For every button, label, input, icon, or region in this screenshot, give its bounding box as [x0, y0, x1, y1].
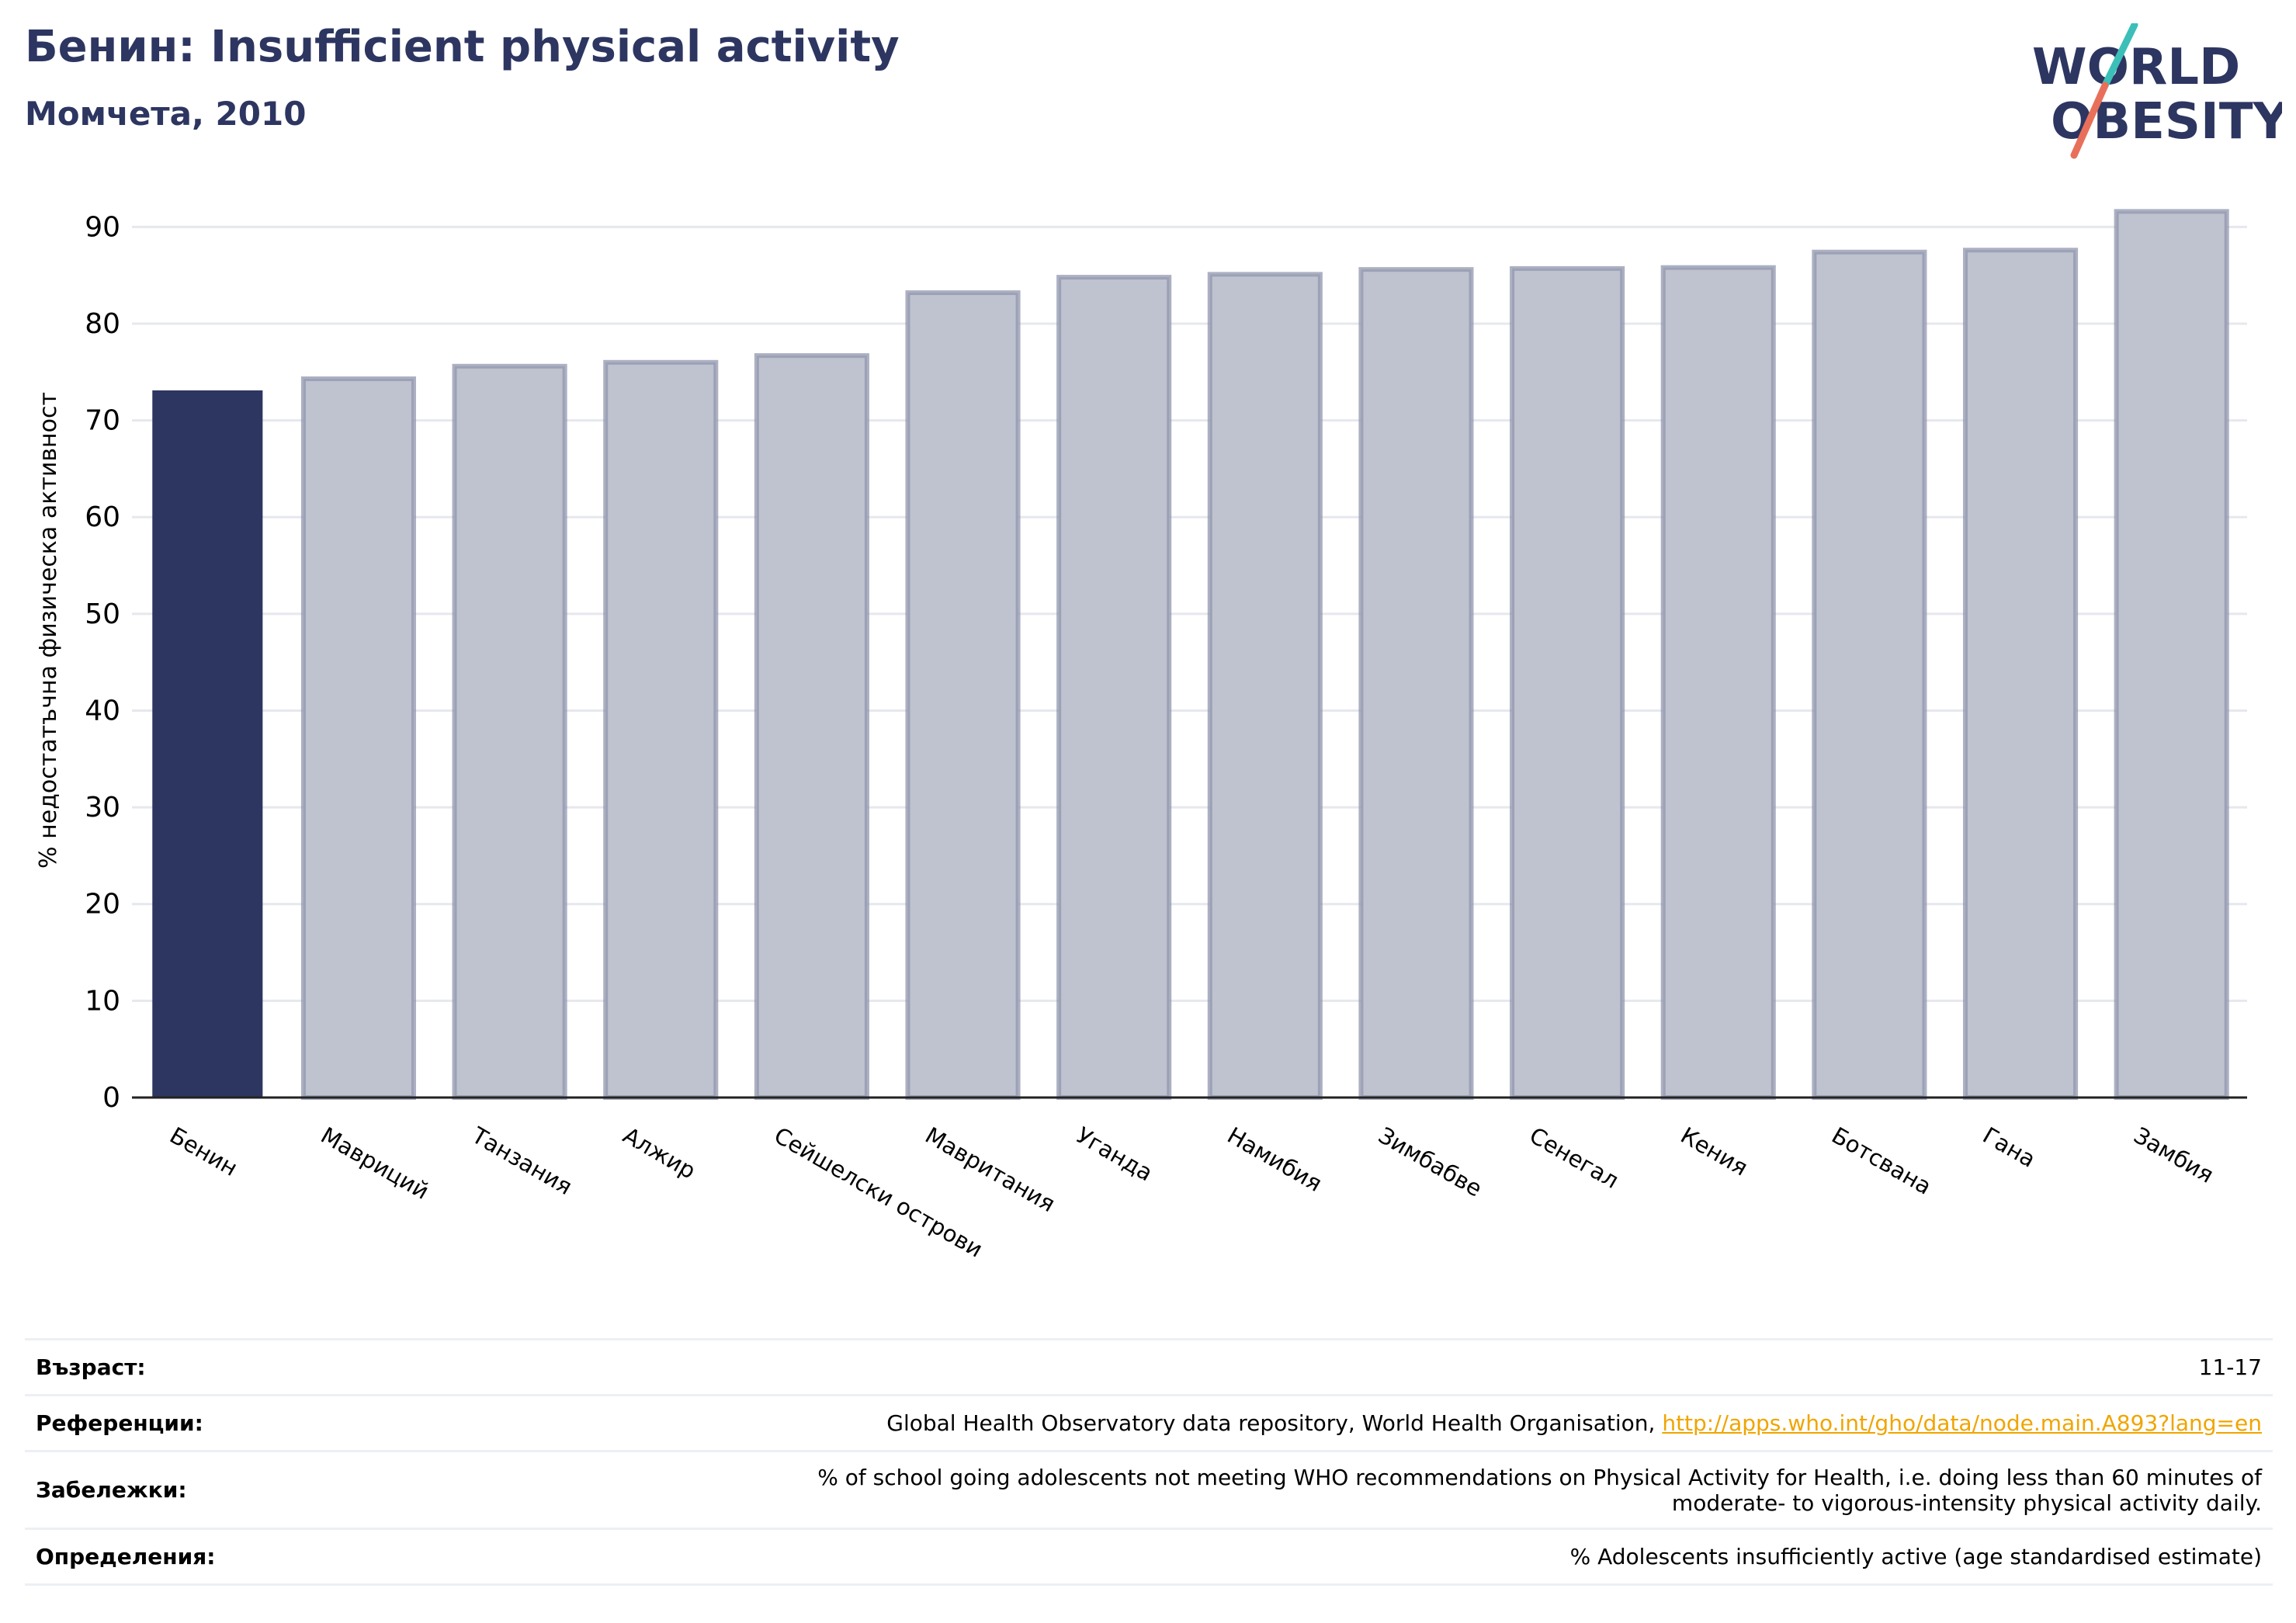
x-tick-label: Алжир — [619, 1122, 700, 1184]
bar-9 — [1358, 267, 1474, 1100]
x-tick-label: Гана — [1979, 1122, 2041, 1173]
x-tick-label: Намибия — [1223, 1122, 1327, 1197]
x-tick-label: Танзания — [466, 1122, 577, 1200]
y-tick-label: 40 — [85, 695, 120, 727]
y-tick-label: 0 — [102, 1082, 120, 1114]
bar-14 — [2114, 209, 2229, 1100]
x-tick-label: Зимбабве — [1374, 1122, 1486, 1202]
bar-12 — [1812, 249, 1927, 1101]
refs-value: Global Health Observatory data repositor… — [501, 1394, 2273, 1451]
y-tick-label: 70 — [85, 405, 120, 437]
x-tick-label: Ботсвана — [1827, 1122, 1936, 1199]
age-label: Възраст: — [25, 1338, 501, 1396]
world-obesity-logo: WORLD OBESITY — [2032, 23, 2282, 159]
x-tick-label: Бенин — [165, 1122, 242, 1181]
y-tick-label: 20 — [85, 889, 120, 921]
y-tick-label: 80 — [85, 308, 120, 340]
bar-10 — [1510, 265, 1625, 1101]
refs-text: Global Health Observatory data repositor… — [886, 1410, 1663, 1436]
defs-label: Определения: — [25, 1528, 501, 1586]
notes-line-1: % of school going adolescents not meetin… — [817, 1464, 2262, 1490]
bar-chart: 0 10 20 30 40 50 60 70 80 90 Бенин Мавриций Танзани… — [35, 209, 2247, 1263]
bar-6 — [905, 290, 1021, 1100]
bar-7 — [1056, 275, 1172, 1100]
page-subtitle: Момчета, 2010 — [25, 95, 307, 133]
x-tick-label: Уганда — [1072, 1122, 1157, 1186]
bar-4 — [603, 359, 719, 1100]
y-tick-label: 30 — [85, 792, 120, 824]
notes-line-2: moderate- to vigorous-intensity physical… — [1671, 1489, 2262, 1516]
info-row-refs: Референции: Global Health Observatory da… — [25, 1394, 2273, 1451]
info-row-defs: Определения: % Adolescents insufficientl… — [25, 1528, 2273, 1586]
info-table: Възраст: 11-17 Референции: Global Health… — [25, 1338, 2273, 1586]
bar-5 — [754, 353, 869, 1100]
page-title: Бенин: Insufficient physical activity — [25, 22, 900, 72]
x-tick-label: Сенегал — [1525, 1122, 1623, 1194]
bar-11 — [1660, 265, 1776, 1101]
info-row-notes: Забележки: % of school going adolescents… — [25, 1450, 2273, 1529]
y-tick-label: 90 — [85, 211, 120, 243]
refs-label: Референции: — [25, 1394, 501, 1451]
bar-3 — [452, 363, 567, 1100]
y-tick-label: 50 — [85, 598, 120, 630]
x-tick-label: Мавриций — [317, 1122, 434, 1205]
logo-slash-coral — [2070, 81, 2109, 159]
bar-1 — [152, 390, 263, 1098]
info-row-age: Възраст: 11-17 — [25, 1338, 2273, 1396]
defs-value: % Adolescents insufficiently active (age… — [501, 1528, 2273, 1586]
notes-label: Забележки: — [25, 1450, 501, 1529]
logo-line-world: WORLD — [2032, 39, 2240, 96]
x-tick-label: Кения — [1676, 1122, 1752, 1181]
bar-2 — [300, 376, 417, 1100]
grid-lines — [132, 225, 2247, 1002]
x-tick-label: Замбия — [2129, 1122, 2218, 1188]
age-value: 11-17 — [501, 1338, 2273, 1396]
y-tick-labels: 0 10 20 30 40 50 60 70 80 90 — [85, 211, 120, 1114]
logo-slash-teal — [2101, 23, 2138, 89]
bar-13 — [1962, 248, 2079, 1100]
x-tick-labels: Бенин Мавриций Танзания Алжир Сейшелски остр… — [165, 1122, 2218, 1263]
bar-8 — [1207, 272, 1323, 1100]
y-tick-label: 60 — [85, 501, 120, 533]
x-tick-label: Мавритания — [921, 1122, 1060, 1217]
y-tick-label: 10 — [85, 985, 120, 1017]
y-axis-label: % недостатъчна физическа активност — [35, 392, 62, 869]
notes-value: % of school going adolescents not meetin… — [501, 1450, 2273, 1529]
bars — [152, 209, 2229, 1101]
refs-link[interactable]: http://apps.who.int/gho/data/node.main.A… — [1662, 1410, 2262, 1436]
